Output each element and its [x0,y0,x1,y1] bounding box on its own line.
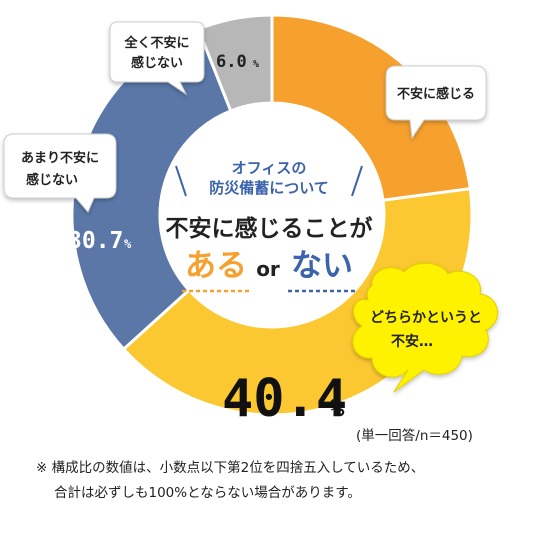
title-line1: オフィスの [232,159,307,177]
title-slash-right [351,165,363,197]
footnote-line2: 合計は必ずしも100%とならない場合があります。 [54,485,361,501]
pct-307-sign: % [124,237,132,251]
headline: 不安に感じることが [166,215,373,242]
pct-307-label: 30.7 % [68,228,132,254]
basis-label: (単一回答/n＝450) [356,428,473,444]
bubble-fuan: 不安に感じる [385,65,487,140]
pct-60-sign: % [253,59,259,70]
bubble-amari: あまり不安に 感じない [3,133,117,213]
bubble-mattaku-line2: 感じない [131,55,183,71]
donut-slice-3 [196,13,274,113]
pct-60-label: 6.0 % [216,52,259,72]
headline-or: or [256,257,280,281]
bubble-dochira-line2: 不安… [391,333,433,350]
pct-404-sign: % [330,394,345,422]
bubble-amari-line2: 感じない [26,172,78,188]
pct-60: 6.0 [216,52,247,72]
title-slash-left [175,165,187,197]
headline-nai: ない [291,248,353,284]
pct-404: 40.4 [222,369,347,429]
footnote: ※ 構成比の数値は、小数点以下第2位を四捨五入しているため、 合計は必ずしも10… [36,456,526,506]
donut-slices [70,13,474,417]
bubble-fuan-text: 不安に感じる [397,86,475,102]
bubble-dochira: どちらかというと 不安… [352,262,498,393]
pct-404-label: 40.4 % [222,369,347,429]
bubble-amari-line1: あまり不安に [21,150,99,166]
bubble-mattaku-line1: 全く不安に [123,35,189,51]
donut-slice-0 [270,13,472,202]
bubble-mattaku: 全く不安に 感じない [109,21,205,96]
title-line2: 防災備蓄について [209,179,329,197]
pct-307: 30.7 [68,228,123,254]
headline-aru: ある [185,248,247,284]
bubble-dochira-line1: どちらかというと [370,310,482,326]
center-title: オフィスの 防災備蓄について 不安に感じることが ある or ない [166,159,373,293]
footnote-line1: ※ 構成比の数値は、小数点以下第2位を四捨五入しているため、 [36,460,425,476]
